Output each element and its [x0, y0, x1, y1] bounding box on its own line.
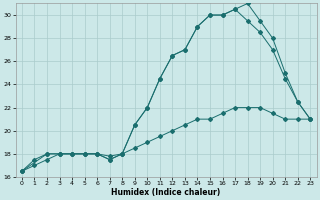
- X-axis label: Humidex (Indice chaleur): Humidex (Indice chaleur): [111, 188, 221, 197]
